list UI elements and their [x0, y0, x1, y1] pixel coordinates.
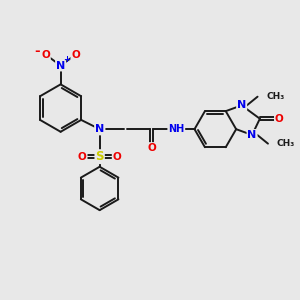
Text: O: O — [112, 152, 122, 162]
Text: N: N — [237, 100, 246, 110]
Text: CH₃: CH₃ — [266, 92, 284, 101]
Text: NH: NH — [168, 124, 184, 134]
Text: O: O — [41, 50, 50, 60]
Text: -: - — [35, 45, 40, 58]
Text: +: + — [63, 55, 70, 64]
Text: CH₃: CH₃ — [277, 139, 295, 148]
Text: O: O — [71, 50, 80, 60]
Text: N: N — [56, 61, 65, 70]
Text: S: S — [95, 150, 104, 163]
Text: N: N — [248, 130, 257, 140]
Text: O: O — [78, 152, 87, 162]
Text: N: N — [95, 124, 104, 134]
Text: O: O — [147, 143, 156, 153]
Text: O: O — [275, 114, 284, 124]
